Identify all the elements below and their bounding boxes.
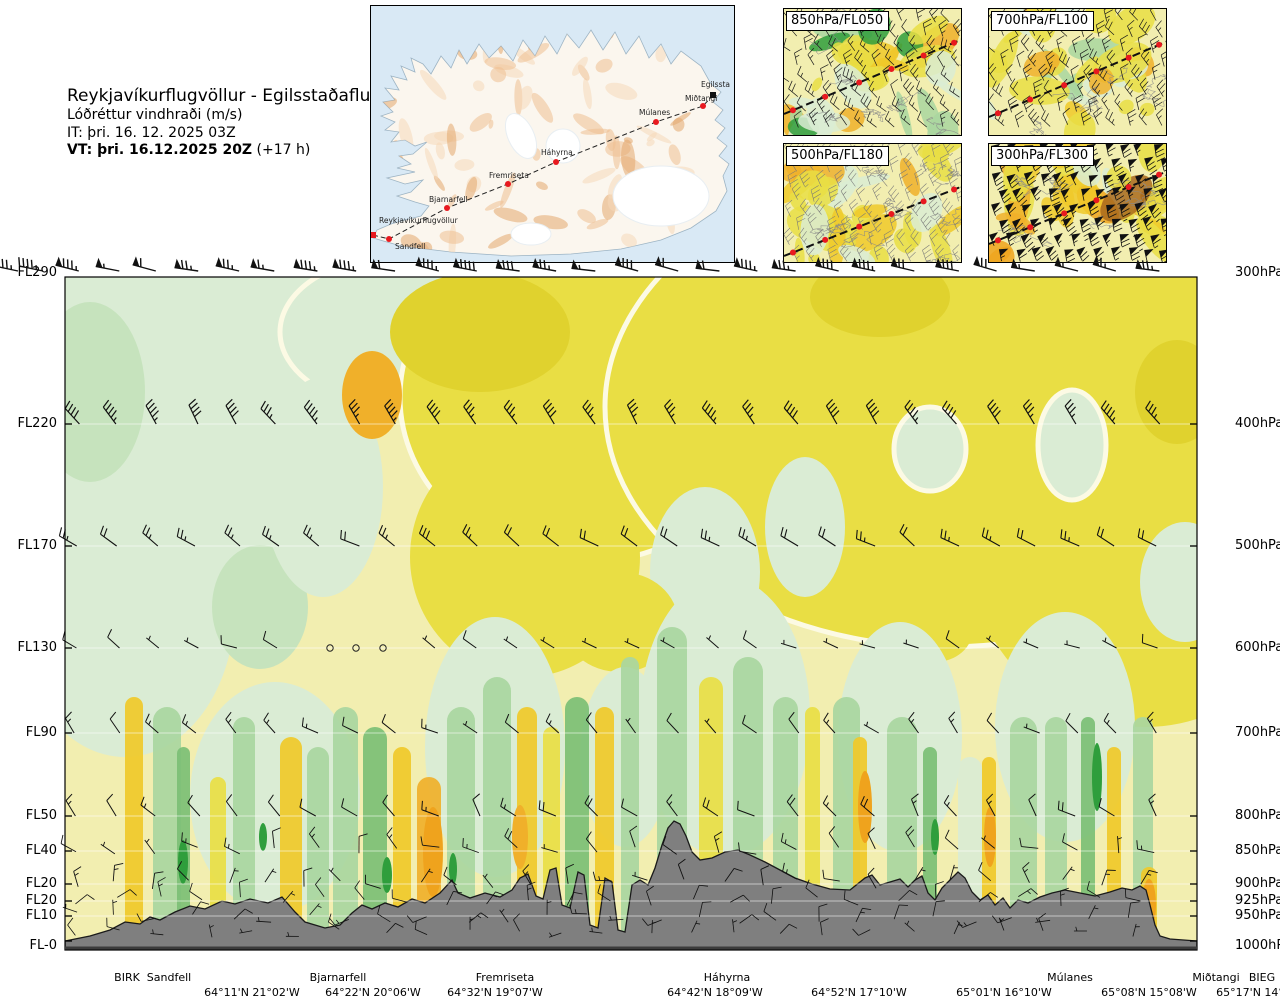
waypoint-name: BIRK bbox=[114, 971, 140, 984]
cross-section-chart bbox=[0, 255, 1198, 951]
wind-barb-row bbox=[75, 877, 1141, 906]
waypoint-coordinates: 65°08'N 15°08'W bbox=[1101, 986, 1197, 999]
flight-level-label: FL40 bbox=[25, 843, 57, 858]
waypoint-name: Bjarnarfell bbox=[309, 971, 367, 984]
cross-section-svg bbox=[0, 255, 1198, 951]
chart-title: Reykjavíkurflugvöllur - Egilsstaðaflugvö… bbox=[67, 86, 429, 106]
waypoint-coordinates: 64°22'N 20°06'W bbox=[325, 986, 421, 999]
level-panel-700hpa-fl100: 700hPa/FL100 bbox=[988, 8, 1167, 136]
route-map-inset: Reykjavíkurflugvöllur Sandfell Bjarnarfell… bbox=[370, 5, 735, 263]
route-point-marker bbox=[700, 103, 706, 109]
wind-barb-row bbox=[65, 711, 1157, 734]
waypoint-name: BIEG bbox=[1248, 971, 1276, 984]
glaciers bbox=[504, 113, 710, 246]
panel-level-label: 300hPa/FL300 bbox=[991, 146, 1095, 166]
waypoint-coordinates: 65°17'N 14°24'W bbox=[1216, 986, 1280, 999]
waypoint-name: Sandfell bbox=[146, 971, 192, 984]
waypoint-coordinates: 64°42'N 18°09'W bbox=[667, 986, 763, 999]
route-point-marker bbox=[505, 181, 511, 187]
flight-level-label: FL20 bbox=[25, 876, 57, 891]
route-point-label: Egilssta bbox=[701, 80, 730, 89]
route-point-marker bbox=[386, 236, 392, 242]
pressure-label: 925hPa bbox=[1235, 893, 1280, 908]
wind-barb-row bbox=[64, 398, 1161, 425]
route-point-label: Múlanes bbox=[639, 108, 670, 117]
pressure-label: 1000hPa bbox=[1235, 938, 1280, 953]
panel-level-label: 700hPa/FL100 bbox=[991, 11, 1095, 31]
route-point-marker bbox=[553, 159, 559, 165]
wind-barb-row bbox=[58, 524, 1157, 547]
title-block: Reykjavíkurflugvöllur - Egilsstaðaflugvö… bbox=[67, 86, 429, 160]
contour-field bbox=[65, 277, 1197, 950]
wind-barb-row bbox=[62, 629, 1158, 652]
terrain-profile bbox=[65, 820, 1197, 950]
valid-time: VT: þri. 16.12.2025 20Z (+17 h) bbox=[67, 142, 429, 160]
waypoint-name: Múlanes bbox=[1047, 971, 1093, 984]
route-point-label: Bjarnarfell bbox=[429, 195, 468, 204]
level-panel-850hpa-fl050: 850hPa/FL050 bbox=[783, 8, 962, 136]
panel-wind-map bbox=[784, 9, 961, 135]
pressure-label: 400hPa bbox=[1235, 416, 1280, 431]
init-time: IT: þri. 16. 12. 2025 03Z bbox=[67, 124, 236, 141]
iceland-map: Reykjavíkurflugvöllur Sandfell Bjarnarfell… bbox=[371, 29, 730, 257]
flight-level-label: FL220 bbox=[17, 416, 57, 431]
flight-level-label: FL90 bbox=[25, 725, 57, 740]
route-line-group: Reykjavíkurflugvöllur Sandfell Bjarnarfell… bbox=[371, 80, 730, 251]
airport-marker bbox=[371, 232, 376, 238]
waypoint-coordinates: 64°52'N 17°10'W bbox=[811, 986, 907, 999]
airport-marker bbox=[710, 92, 716, 98]
waypoint-name: Fremriseta bbox=[475, 971, 535, 984]
waypoint-name: Miðtangi bbox=[1192, 971, 1240, 984]
pressure-label: 700hPa bbox=[1235, 725, 1280, 740]
wind-barb-row bbox=[73, 858, 1158, 890]
route-point-marker bbox=[653, 119, 659, 125]
route-point-marker bbox=[444, 205, 450, 211]
chart-subtitle: Lóðréttur vindhraði (m/s) bbox=[67, 107, 243, 124]
route-point-label: Háhyrna bbox=[541, 148, 573, 157]
pressure-label: 850hPa bbox=[1235, 843, 1280, 858]
pressure-label: 500hPa bbox=[1235, 538, 1280, 553]
wind-barb-row bbox=[65, 793, 1157, 817]
wind-barb-row bbox=[0, 255, 1160, 272]
route-point-label: Fremriseta bbox=[489, 171, 529, 180]
waypoint-coordinates: 64°11'N 21°02'W bbox=[204, 986, 300, 999]
wind-barb-row bbox=[67, 912, 1140, 938]
flight-level-label: FL-0 bbox=[29, 938, 57, 953]
pressure-label: 950hPa bbox=[1235, 908, 1280, 923]
flight-level-label: FL170 bbox=[17, 538, 57, 553]
flight-level-label: FL20 bbox=[25, 893, 57, 908]
waypoint-name: Háhyrna bbox=[703, 971, 751, 984]
flight-level-label: FL10 bbox=[25, 908, 57, 923]
pressure-label: 800hPa bbox=[1235, 808, 1280, 823]
valid-time-rest: (+17 h) bbox=[252, 142, 311, 159]
valid-time-bold: VT: þri. 16.12.2025 20Z bbox=[67, 142, 253, 159]
wind-barb-row bbox=[60, 825, 1155, 855]
pressure-label: 600hPa bbox=[1235, 640, 1280, 655]
waypoint-coordinates: 65°01'N 16°10'W bbox=[956, 986, 1052, 999]
panel-level-label: 850hPa/FL050 bbox=[786, 11, 890, 31]
route-point-label: Reykjavíkurflugvöllur bbox=[379, 216, 459, 225]
flight-level-label: FL50 bbox=[25, 808, 57, 823]
flight-level-label: FL130 bbox=[17, 640, 57, 655]
pressure-label: 300hPa bbox=[1235, 265, 1280, 280]
route-point-label: Sandfell bbox=[395, 242, 425, 251]
flight-level-label: FL290 bbox=[17, 265, 57, 280]
pressure-label: 900hPa bbox=[1235, 876, 1280, 891]
waypoint-coordinates: 64°32'N 19°07'W bbox=[447, 986, 543, 999]
level-panel-500hpa-fl180: 500hPa/FL180 bbox=[783, 143, 962, 263]
level-panel-300hpa-fl300: 300hPa/FL300 bbox=[988, 143, 1167, 263]
wind-barb-rows bbox=[0, 255, 1161, 938]
route-point-label: Miðtangi bbox=[685, 94, 717, 103]
panel-level-label: 500hPa/FL180 bbox=[786, 146, 890, 166]
